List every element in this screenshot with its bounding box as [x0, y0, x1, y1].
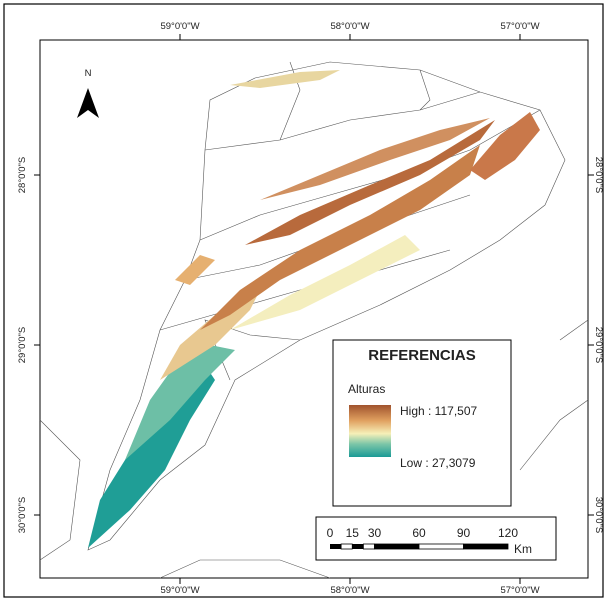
- left-coord-label: 30°0'0"S: [17, 497, 28, 533]
- scale-label: 15: [346, 526, 360, 540]
- bottom-coord-label: 59°0'0"W: [160, 585, 199, 596]
- scale-segment: [340, 543, 353, 550]
- scale-box: [315, 516, 557, 561]
- scale-label: 60: [412, 526, 426, 540]
- top-coord-label: 59°0'0"W: [160, 21, 199, 32]
- bottom-coord-label: 57°0'0"W: [500, 585, 539, 596]
- scale-segment: [463, 543, 509, 550]
- scale-label: 0: [327, 526, 334, 540]
- north-label: N: [85, 68, 92, 79]
- scale-unit: Km: [514, 542, 532, 556]
- legend-subtitle: Alturas: [348, 382, 385, 396]
- scale-segment: [374, 543, 420, 550]
- right-coord-label: 29°0'0"S: [593, 327, 604, 363]
- right-coord-label: 30°0'0"S: [593, 497, 604, 533]
- legend-title: REFERENCIAS: [368, 347, 476, 364]
- legend: REFERENCIAS Alturas High : 117,507 Low :…: [332, 339, 512, 507]
- bottom-coord-label: 58°0'0"W: [330, 585, 369, 596]
- scale-label: 120: [498, 526, 518, 540]
- elevation-raster: [88, 70, 540, 548]
- scale-segment: [330, 544, 342, 549]
- scale-label: 90: [457, 526, 471, 540]
- right-coord-label: 28°0'0"S: [593, 157, 604, 193]
- legend-ramp: [349, 405, 391, 457]
- left-coord-label: 28°0'0"S: [17, 157, 28, 193]
- legend-low: Low : 27,3079: [400, 456, 476, 470]
- frame-ticks: [34, 34, 594, 584]
- scale-segment: [418, 543, 464, 550]
- top-coord-label: 58°0'0"W: [330, 21, 369, 32]
- scale-label: 30: [368, 526, 382, 540]
- scale-segment: [352, 544, 364, 549]
- scale-bar: 0 15 30 60 90 120 Km: [315, 516, 557, 561]
- left-coord-label: 29°0'0"S: [17, 327, 28, 363]
- legend-high: High : 117,507: [400, 404, 477, 418]
- scale-segment: [362, 543, 375, 550]
- top-coord-label: 57°0'0"W: [500, 21, 539, 32]
- north-arrow: N: [77, 68, 99, 118]
